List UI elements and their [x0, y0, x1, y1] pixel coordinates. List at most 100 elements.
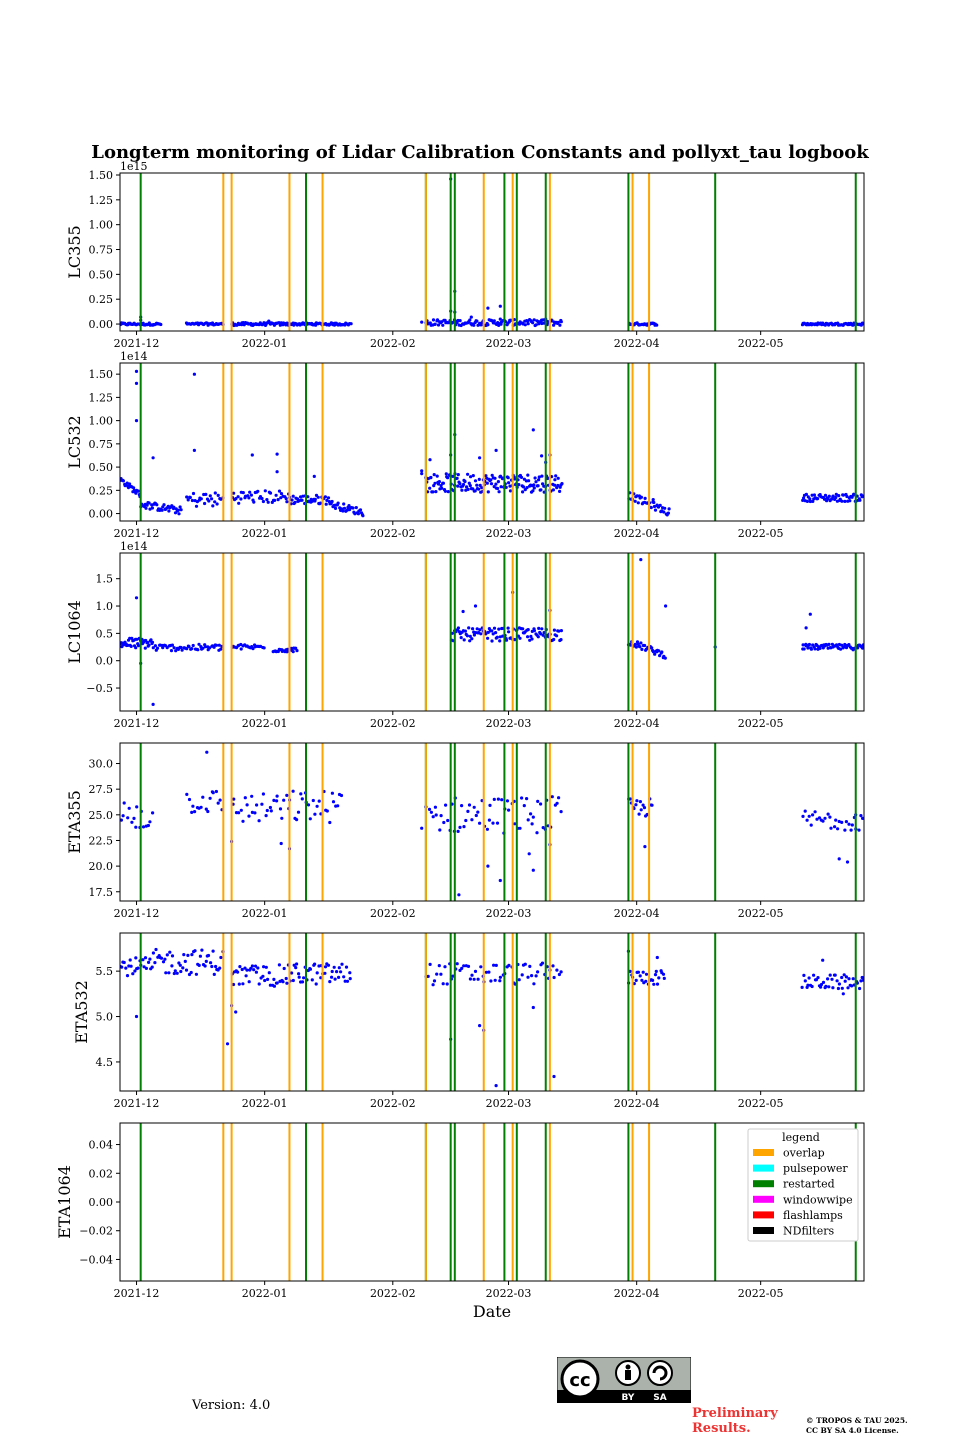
data-point — [290, 971, 294, 975]
data-point — [552, 628, 557, 632]
data-point — [833, 825, 837, 829]
data-point — [824, 984, 828, 988]
data-point — [657, 976, 661, 980]
data-point — [247, 496, 251, 500]
data-point — [472, 323, 476, 327]
data-point — [535, 831, 539, 835]
data-point — [506, 476, 510, 480]
data-point — [532, 486, 536, 490]
data-point — [557, 629, 561, 633]
data-point — [173, 969, 177, 973]
data-point — [124, 966, 128, 970]
data-point — [494, 482, 498, 486]
data-point — [847, 643, 851, 647]
data-point — [494, 1084, 498, 1088]
data-point — [802, 973, 806, 978]
axes-frame — [119, 742, 865, 902]
data-point — [297, 975, 301, 979]
data-point — [159, 322, 163, 327]
data-point — [183, 959, 187, 964]
data-point — [802, 647, 806, 651]
data-point — [639, 558, 643, 562]
data-point — [143, 646, 147, 650]
data-point — [301, 494, 305, 498]
data-point — [475, 483, 479, 487]
data-point — [638, 800, 643, 804]
data-point — [269, 809, 273, 813]
data-point — [241, 819, 245, 823]
data-point — [827, 494, 831, 498]
data-point — [215, 502, 219, 506]
data-point — [185, 792, 189, 797]
data-point — [332, 965, 336, 969]
legend-title: legend — [782, 1131, 820, 1144]
data-point — [134, 646, 138, 650]
y-tick-label: 0.0 — [96, 655, 114, 668]
data-point — [641, 803, 645, 807]
data-point — [498, 635, 502, 639]
data-point — [279, 492, 284, 496]
data-point — [488, 803, 492, 808]
data-point — [507, 481, 511, 485]
data-point — [420, 469, 424, 473]
data-point — [275, 452, 279, 456]
data-point — [489, 979, 493, 983]
data-point — [534, 974, 538, 978]
data-point — [142, 965, 146, 969]
y-tick-label: 27.5 — [89, 783, 114, 796]
data-point — [476, 977, 480, 981]
data-point — [462, 964, 466, 968]
data-point — [127, 964, 131, 968]
data-point — [208, 646, 212, 650]
y-tick-label: 0.25 — [89, 484, 114, 497]
data-point — [803, 979, 807, 983]
data-point — [496, 480, 500, 484]
data-point — [662, 976, 666, 981]
data-point — [861, 322, 864, 326]
data-point — [532, 982, 536, 986]
data-point — [446, 818, 450, 823]
data-point — [841, 493, 846, 497]
data-point — [211, 949, 215, 953]
data-point — [323, 971, 327, 975]
data-point — [144, 966, 148, 971]
data-point — [559, 629, 564, 633]
data-point — [498, 878, 502, 883]
data-point — [340, 962, 344, 966]
data-point — [539, 632, 543, 636]
data-point — [245, 803, 249, 807]
data-point — [278, 807, 283, 811]
data-point — [826, 497, 830, 501]
data-point — [808, 497, 812, 501]
data-point — [151, 646, 155, 650]
data-point — [435, 972, 439, 976]
data-point — [439, 484, 443, 488]
data-point — [179, 508, 183, 512]
data-point — [540, 318, 544, 322]
data-point — [850, 823, 854, 827]
data-point — [130, 636, 134, 641]
data-point — [554, 474, 558, 478]
data-point — [328, 980, 332, 984]
data-point — [129, 964, 133, 968]
axes-frame — [119, 932, 865, 1092]
data-point — [356, 512, 360, 516]
data-point — [861, 494, 864, 498]
data-point — [499, 485, 503, 489]
data-point — [467, 626, 471, 630]
data-point — [843, 828, 847, 832]
x-tick-label: 2022-05 — [738, 337, 784, 350]
data-point — [491, 632, 495, 636]
data-point — [489, 478, 493, 482]
data-point — [325, 809, 329, 813]
data-point — [827, 985, 831, 989]
data-point — [275, 981, 279, 985]
chart-title: Longterm monitoring of Lidar Calibration… — [91, 142, 869, 163]
data-point — [126, 816, 130, 820]
data-point — [219, 955, 223, 960]
data-point — [552, 637, 556, 642]
y-tick-label: 22.5 — [89, 834, 114, 847]
data-point — [122, 960, 126, 965]
data-point — [649, 506, 653, 510]
data-point — [128, 958, 132, 962]
